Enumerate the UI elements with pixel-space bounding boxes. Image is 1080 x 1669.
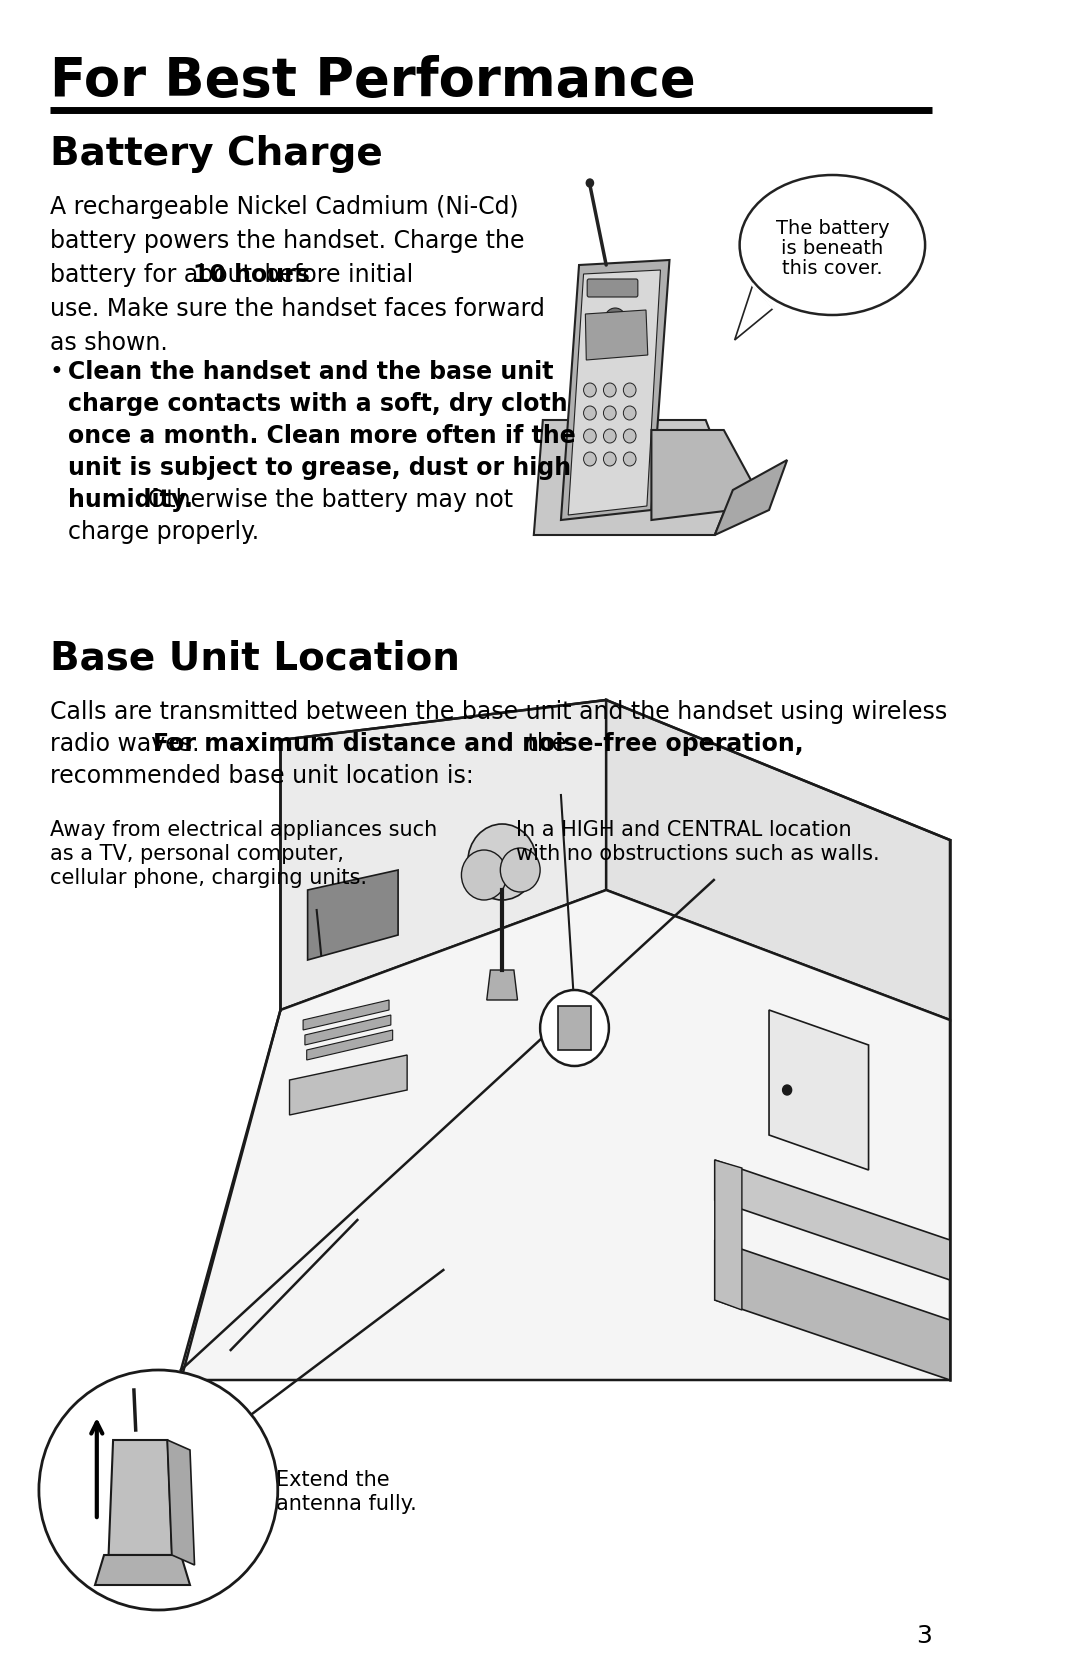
Circle shape <box>783 1085 792 1095</box>
Text: battery for about: battery for about <box>50 264 259 287</box>
Polygon shape <box>715 461 787 536</box>
Polygon shape <box>289 1055 407 1115</box>
Polygon shape <box>281 699 606 1010</box>
Polygon shape <box>715 1240 950 1380</box>
Polygon shape <box>181 890 950 1380</box>
Polygon shape <box>167 1440 194 1566</box>
Circle shape <box>623 406 636 421</box>
Polygon shape <box>585 310 648 361</box>
Polygon shape <box>715 1160 742 1310</box>
Polygon shape <box>769 1010 868 1170</box>
Text: A rechargeable Nickel Cadmium (Ni-Cd): A rechargeable Nickel Cadmium (Ni-Cd) <box>50 195 518 219</box>
Polygon shape <box>558 1006 591 1050</box>
Text: For maximum distance and noise-free operation,: For maximum distance and noise-free oper… <box>153 733 804 756</box>
Circle shape <box>623 452 636 466</box>
Circle shape <box>604 382 616 397</box>
Text: before initial: before initial <box>257 264 413 287</box>
Polygon shape <box>307 1030 393 1060</box>
Text: Extend the: Extend the <box>276 1470 390 1490</box>
Circle shape <box>604 406 616 421</box>
Polygon shape <box>651 431 751 521</box>
Text: Clean the handset and the base unit: Clean the handset and the base unit <box>68 361 553 384</box>
Polygon shape <box>734 285 773 340</box>
Circle shape <box>583 452 596 466</box>
Circle shape <box>586 179 594 187</box>
Text: In a HIGH and CENTRAL location: In a HIGH and CENTRAL location <box>516 819 851 840</box>
Text: Battery Charge: Battery Charge <box>50 135 382 174</box>
Text: Otherwise the battery may not: Otherwise the battery may not <box>139 487 513 512</box>
Circle shape <box>583 429 596 442</box>
Polygon shape <box>487 970 517 1000</box>
Text: Away from electrical appliances such: Away from electrical appliances such <box>50 819 437 840</box>
Ellipse shape <box>39 1370 278 1611</box>
Polygon shape <box>305 1015 391 1045</box>
Text: as a TV, personal computer,: as a TV, personal computer, <box>50 845 343 865</box>
Text: charge contacts with a soft, dry cloth: charge contacts with a soft, dry cloth <box>68 392 567 416</box>
Polygon shape <box>95 1556 190 1586</box>
Circle shape <box>500 848 540 891</box>
Text: the: the <box>519 733 566 756</box>
Text: For Best Performance: For Best Performance <box>50 55 696 107</box>
Text: charge properly.: charge properly. <box>68 521 259 544</box>
Polygon shape <box>561 260 670 521</box>
Circle shape <box>583 382 596 397</box>
Circle shape <box>623 429 636 442</box>
Polygon shape <box>308 870 399 960</box>
Text: with no obstructions such as walls.: with no obstructions such as walls. <box>516 845 879 865</box>
Circle shape <box>461 850 507 900</box>
Text: use. Make sure the handset faces forward: use. Make sure the handset faces forward <box>50 297 544 320</box>
Text: Calls are transmitted between the base unit and the handset using wireless: Calls are transmitted between the base u… <box>50 699 947 724</box>
Polygon shape <box>303 1000 389 1030</box>
Polygon shape <box>534 421 733 536</box>
Circle shape <box>583 406 596 421</box>
Text: antenna fully.: antenna fully. <box>276 1494 417 1514</box>
Text: battery powers the handset. Charge the: battery powers the handset. Charge the <box>50 229 524 254</box>
Circle shape <box>605 309 626 332</box>
Circle shape <box>604 452 616 466</box>
Text: once a month. Clean more often if the: once a month. Clean more often if the <box>68 424 576 447</box>
Text: unit is subject to grease, dust or high: unit is subject to grease, dust or high <box>68 456 571 481</box>
FancyBboxPatch shape <box>588 279 638 297</box>
Polygon shape <box>606 699 950 1020</box>
Text: •: • <box>50 361 64 384</box>
Polygon shape <box>568 270 661 516</box>
Text: Base Unit Location: Base Unit Location <box>50 639 460 678</box>
Text: The battery: The battery <box>775 219 889 237</box>
Text: 3: 3 <box>916 1624 932 1647</box>
Text: humidity.: humidity. <box>68 487 193 512</box>
Circle shape <box>604 429 616 442</box>
Text: this cover.: this cover. <box>782 259 882 277</box>
Circle shape <box>623 382 636 397</box>
Text: is beneath: is beneath <box>781 239 883 257</box>
Polygon shape <box>715 1160 950 1280</box>
Text: radio waves.: radio waves. <box>50 733 206 756</box>
Circle shape <box>468 824 537 900</box>
Text: cellular phone, charging units.: cellular phone, charging units. <box>50 868 367 888</box>
Text: recommended base unit location is:: recommended base unit location is: <box>50 764 473 788</box>
Polygon shape <box>109 1440 172 1556</box>
Polygon shape <box>552 1005 597 1050</box>
Text: 10 hours: 10 hours <box>193 264 310 287</box>
Text: as shown.: as shown. <box>50 330 167 355</box>
Circle shape <box>540 990 609 1066</box>
Ellipse shape <box>740 175 926 315</box>
